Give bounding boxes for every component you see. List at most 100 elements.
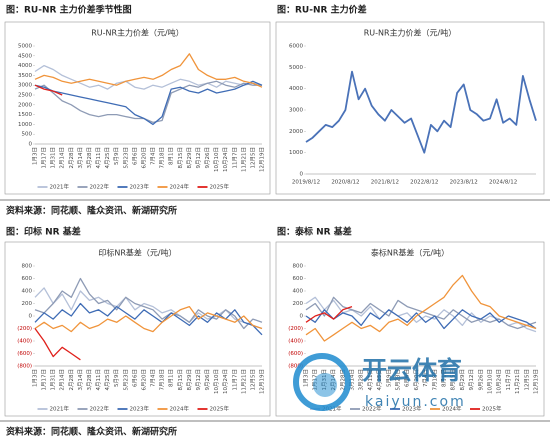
panel-header: 图：RU-NR 主力价差 <box>277 4 367 16</box>
x-tick-label: 8月29日 <box>186 147 193 169</box>
x-tick-label: 7月4日 <box>150 369 157 387</box>
x-tick-label: 2月14日 <box>59 369 66 391</box>
chart-title: 印标NR基差（元/吨） <box>98 248 176 258</box>
y-tick-label: 2500 <box>18 93 32 99</box>
y-tick-label: (800) <box>288 364 303 370</box>
x-tick-label: 5月9日 <box>113 369 120 387</box>
x-tick-label: 5月23日 <box>122 147 129 169</box>
series-line <box>305 70 537 154</box>
x-tick-label: 11月7日 <box>505 369 512 391</box>
x-tick-label: 4月11日 <box>95 369 102 391</box>
chart: RU-NR主力价差（元/吨） 0 1000 2000 3000 4000 5000 6000 2… <box>275 21 545 195</box>
x-tick-label: 7月4日 <box>150 147 157 165</box>
x-tick-label: 10月24日 <box>222 147 229 172</box>
y-tick-label: (400) <box>288 339 303 345</box>
x-tick-label: 6月20日 <box>140 147 147 169</box>
x-tick-label: 4月11日 <box>367 369 374 391</box>
chart: 泰标NR基差（元/吨） (800) (600) (400) (200) 0 200 400 60… <box>275 241 545 417</box>
y-tick-label: 3000 <box>289 108 303 114</box>
y-tick-label: 4000 <box>18 63 32 69</box>
x-tick-label: 2月28日 <box>68 147 75 169</box>
series-line <box>305 309 537 330</box>
x-tick-label: 6月6日 <box>131 147 138 165</box>
x-tick-label: 10月24日 <box>496 369 503 394</box>
x-tick-label: 1月3日 <box>303 369 310 387</box>
y-tick-label: (400) <box>17 339 32 345</box>
x-tick-label: 7月4日 <box>422 369 429 387</box>
x-tick-label: 3月28日 <box>86 147 93 169</box>
x-tick-label: 12月19日 <box>533 369 540 394</box>
y-tick-label: 1000 <box>289 150 303 156</box>
chart-frame <box>4 21 271 195</box>
x-tick-label: 5月9日 <box>113 147 120 165</box>
x-tick-label: 10月10日 <box>487 369 494 394</box>
watermark-site: kaiyun.com <box>365 394 466 410</box>
x-tick-label: 5月23日 <box>122 369 129 391</box>
watermark-logo <box>293 353 351 411</box>
x-tick-label: 9月26日 <box>204 147 211 169</box>
x-tick-label: 2021/8/12 <box>371 180 399 186</box>
y-tick-label: (800) <box>17 364 32 370</box>
x-tick-label: 12月19日 <box>259 369 266 394</box>
y-tick-label: 0 <box>300 172 304 178</box>
y-tick-label: 2000 <box>18 102 32 108</box>
series-line <box>305 274 537 342</box>
y-tick-label: 0 <box>300 314 304 320</box>
x-tick-label: 7月18日 <box>159 147 166 169</box>
series-line <box>34 84 63 96</box>
chart-frame <box>4 241 271 417</box>
x-tick-label: 7月18日 <box>159 369 166 391</box>
x-tick-label: 6月6日 <box>404 369 411 387</box>
x-tick-label: 3月28日 <box>86 369 93 391</box>
watermark-logo <box>313 373 337 397</box>
x-tick-label: 11月7日 <box>231 147 238 169</box>
series-line <box>34 277 263 330</box>
x-tick-label: 9月26日 <box>204 369 211 391</box>
y-tick-label: 1500 <box>18 112 32 118</box>
charts: RU-NR主力价差（元/吨）05001000150020002500300035… <box>4 21 545 417</box>
panel-header: 图：泰标 NR 基差 <box>277 226 352 238</box>
series-line <box>34 80 263 126</box>
chart-title: 泰标NR基差（元/吨） <box>371 248 449 258</box>
y-tick-label: 4000 <box>289 86 303 92</box>
x-tick-label: 3月14日 <box>349 369 356 391</box>
legend-label: 2024年 <box>170 405 190 413</box>
x-tick-label: 1月3日 <box>32 147 39 165</box>
x-tick-label: 5月23日 <box>395 369 402 391</box>
x-tick-label: 8月15日 <box>450 369 457 391</box>
y-tick-label: 3500 <box>18 73 32 79</box>
y-tick-label: 200 <box>293 301 304 307</box>
y-tick-label: 0 <box>29 314 33 320</box>
x-tick-label: 10月10日 <box>213 147 220 172</box>
x-tick-label: 1月3日 <box>32 369 39 387</box>
x-tick-label: 10月10日 <box>213 369 220 394</box>
x-tick-label: 9月12日 <box>195 147 202 169</box>
x-tick-label: 8月29日 <box>459 369 466 391</box>
source-note: 资料来源：同花顺、隆众资讯、新湖研究所 <box>6 426 177 438</box>
y-tick-label: 600 <box>22 276 33 282</box>
x-tick-label: 8月1日 <box>168 369 175 387</box>
x-tick-label: 2023/8/12 <box>450 180 478 186</box>
x-tick-label: 9月12日 <box>195 369 202 391</box>
x-tick-label: 2月28日 <box>339 369 346 391</box>
panel-header: 图：印标 NR 基差 <box>6 226 81 238</box>
legend-label: 2021年 <box>50 183 70 191</box>
y-tick-label: (200) <box>288 326 303 332</box>
y-tick-label: 5000 <box>289 65 303 71</box>
series-line <box>34 80 262 124</box>
y-tick-label: (600) <box>17 351 32 357</box>
y-tick-label: (200) <box>17 326 32 332</box>
x-tick-label: 4月11日 <box>95 147 102 169</box>
x-tick-label: 4月25日 <box>376 369 383 391</box>
y-tick-label: 400 <box>293 289 304 295</box>
x-tick-label: 6月20日 <box>413 369 420 391</box>
chart-frame <box>275 21 545 195</box>
x-tick-label: 8月1日 <box>168 147 175 165</box>
x-tick-label: 4月25日 <box>104 147 111 169</box>
x-tick-label: 8月1日 <box>441 369 448 387</box>
legend-label: 2025年 <box>210 183 230 191</box>
x-tick-label: 11月21日 <box>240 147 247 172</box>
x-tick-label: 9月12日 <box>468 369 475 391</box>
legend-label: 2022年 <box>90 405 110 413</box>
y-tick-label: 5000 <box>18 44 32 50</box>
